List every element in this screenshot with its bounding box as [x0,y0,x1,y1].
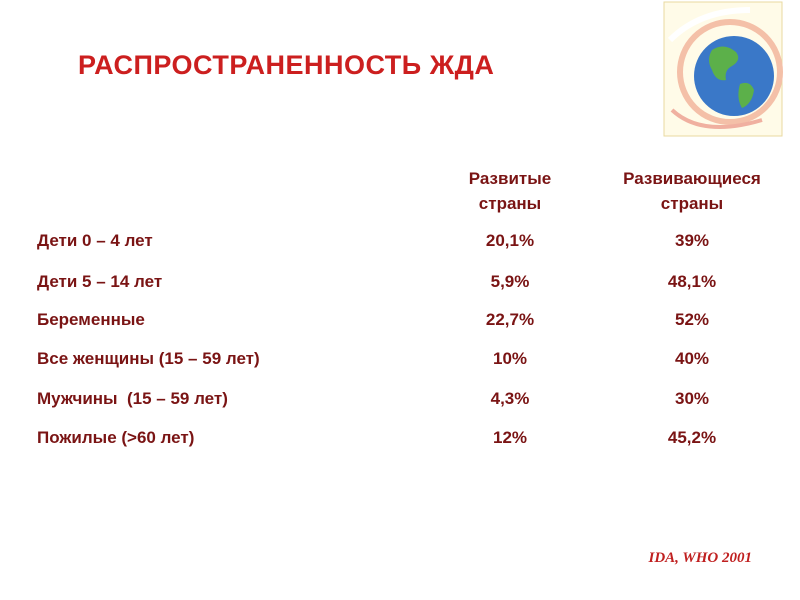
column-header: Развивающиеся страны [623,169,761,213]
row-label: Мужчины (15 – 59 лет) [37,389,228,408]
value-cell: 12% [492,428,528,447]
value-cell: 20,1% [485,231,535,250]
value-cell: 4,3% [490,389,530,408]
source: IDA, WHO 2001 [648,550,753,566]
value-cell: 52% [674,310,710,329]
column-header: Развитые страны [468,169,552,213]
row-label: Дети 0 – 4 лет [37,231,153,250]
value-cell: 45,2% [667,428,717,447]
row-label: Пожилые (>60 лет) [37,428,195,447]
value-cell: 10% [492,349,528,368]
value-cell: 22,7% [485,310,535,329]
slide-title: РАСПРОСТРАНЕННОСТЬ ЖДА [78,50,495,80]
value-cell: 30% [674,389,710,408]
value-cell: 40% [674,349,710,368]
globe-icon [663,1,783,137]
row-label: Беременные [37,310,145,329]
value-cell: 5,9% [490,272,530,291]
value-cell: 48,1% [667,272,717,291]
row-label: Дети 5 – 14 лет [37,272,163,291]
row-label: Все женщины (15 – 59 лет) [37,349,260,368]
value-cell: 39% [674,231,710,250]
